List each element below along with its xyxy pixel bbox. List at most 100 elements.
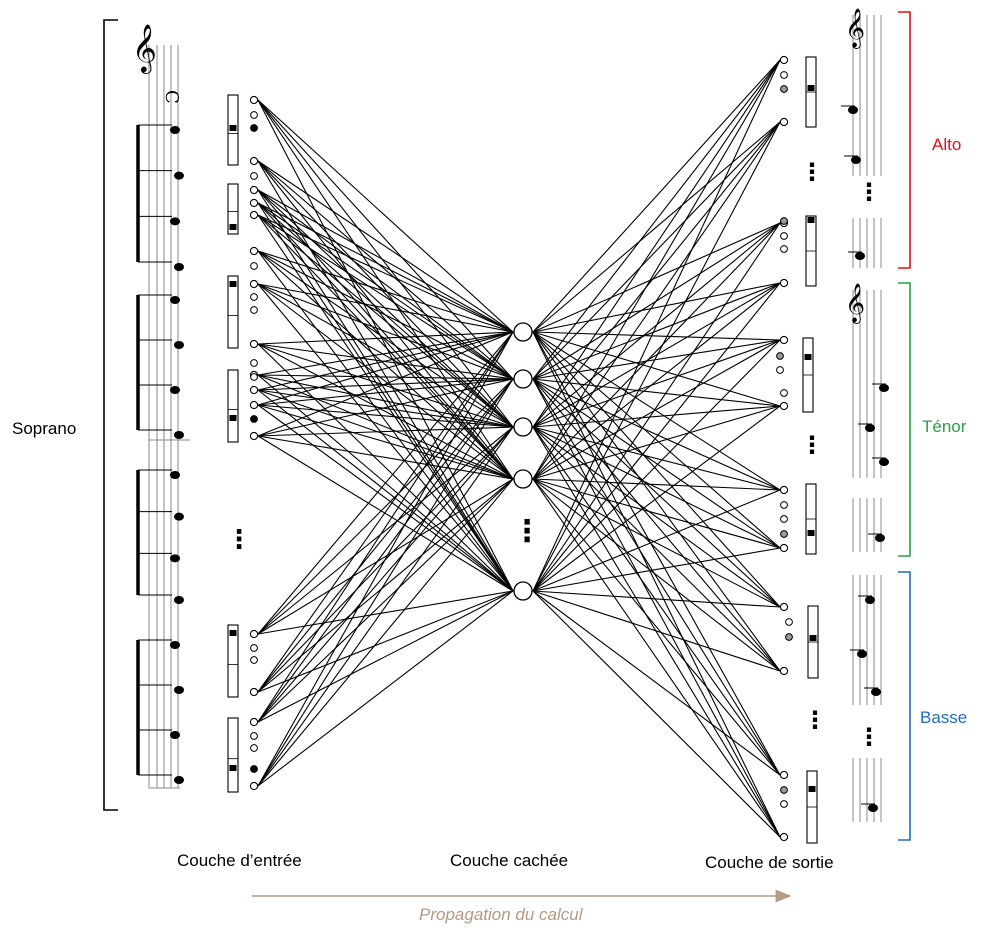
connection-line: [257, 478, 514, 635]
connection-line: [532, 222, 781, 380]
note-head: [879, 458, 889, 466]
output-node: [779, 55, 789, 65]
note-head: [170, 554, 180, 563]
connection-line: [532, 331, 781, 838]
note-head: [174, 171, 184, 180]
connection-line: [257, 378, 514, 723]
output-state-node: [776, 366, 784, 374]
connection-line: [257, 478, 514, 787]
connection-line: [257, 331, 514, 345]
note-head: [170, 471, 180, 479]
connection-line: [257, 283, 514, 592]
input-state-node: [250, 124, 258, 132]
tenor-staff-top: 𝄞: [845, 283, 889, 478]
output-state-node: [780, 85, 788, 93]
note-head: [174, 686, 184, 694]
tenor-bracket: [898, 282, 911, 557]
treble-clef-icon: 𝄞: [132, 23, 157, 74]
input-box-mark: [229, 224, 237, 230]
propagation-label: Propagation du calcul: [419, 905, 584, 924]
connection-line: [532, 426, 781, 838]
connection-line: [532, 378, 781, 776]
connection-line: [532, 478, 781, 776]
connection-line: [532, 378, 781, 672]
connection-line: [257, 590, 514, 723]
input-layer-nodes: [249, 95, 259, 791]
bass-staff-top: [850, 575, 882, 705]
output-node: [779, 832, 789, 842]
note-head: [170, 731, 180, 739]
connection-line: [257, 378, 514, 693]
hidden-layer-nodes: [513, 322, 533, 601]
connection-line: [532, 331, 781, 407]
output-state-node: [785, 633, 793, 641]
connection-line: [257, 374, 514, 380]
connection-line: [532, 331, 781, 672]
connection-line: [532, 331, 781, 491]
connection-line: [257, 331, 514, 406]
hidden-ellipsis: ⋮: [512, 514, 542, 549]
input-state-node: [250, 732, 258, 740]
connection-line: [532, 121, 781, 380]
connection-line: [257, 426, 514, 723]
note-head: [875, 534, 885, 542]
input-node: [249, 279, 259, 289]
connection-line: [257, 283, 514, 428]
connection-line: [532, 222, 781, 333]
connection-line: [257, 426, 514, 787]
connection-line: [257, 378, 514, 437]
input-hidden-connections: [257, 99, 514, 787]
connection-line: [532, 378, 781, 549]
note-head: [170, 126, 180, 134]
connection-line: [532, 121, 781, 333]
input-node: [249, 185, 259, 195]
output-state-node: [780, 530, 788, 538]
connection-line: [257, 99, 514, 333]
connection-line: [532, 282, 781, 428]
input-node: [249, 687, 259, 697]
connection-line: [257, 214, 514, 480]
hidden-node: [513, 581, 533, 601]
output-state-node: [780, 71, 788, 79]
soprano-bracket: [103, 19, 118, 811]
note-head: [170, 386, 180, 394]
input-encoding-boxes: [227, 94, 239, 793]
connection-line: [257, 250, 514, 333]
connection-line: [257, 331, 514, 391]
input-state-node: [250, 111, 258, 119]
connection-line: [532, 339, 781, 592]
output-box-mark: [808, 786, 816, 792]
bass-staff-bottom: [852, 758, 882, 822]
connection-line: [257, 331, 514, 437]
note-head: [865, 424, 875, 432]
alto-staff-top: 𝄞: [841, 8, 882, 176]
input-node: [249, 156, 259, 166]
connection-line: [257, 389, 514, 480]
connection-line: [532, 547, 781, 592]
output-voice-staffs: 𝄞𝄞: [841, 8, 889, 822]
connection-line: [532, 339, 781, 380]
connection-line: [257, 189, 514, 380]
bass-bracket: [898, 571, 911, 841]
connection-line: [257, 99, 514, 380]
output-node: [779, 602, 789, 612]
output-state-node: [785, 618, 793, 626]
output-node: [779, 485, 789, 495]
output-state-node: [780, 786, 788, 794]
note-head: [879, 384, 889, 392]
note-head: [868, 804, 878, 812]
bass-output-ellipsis: ⋮: [803, 706, 827, 734]
connection-line: [532, 405, 781, 592]
input-state-node: [250, 765, 258, 773]
input-node: [249, 629, 259, 639]
input-node: [249, 95, 259, 105]
connection-line: [532, 426, 781, 608]
connection-line: [257, 250, 514, 380]
connection-line: [532, 59, 781, 480]
connection-line: [532, 331, 781, 549]
connection-line: [257, 378, 514, 406]
connection-line: [532, 282, 781, 592]
connection-line: [257, 214, 514, 592]
output-node: [779, 278, 789, 288]
input-state-node: [250, 644, 258, 652]
